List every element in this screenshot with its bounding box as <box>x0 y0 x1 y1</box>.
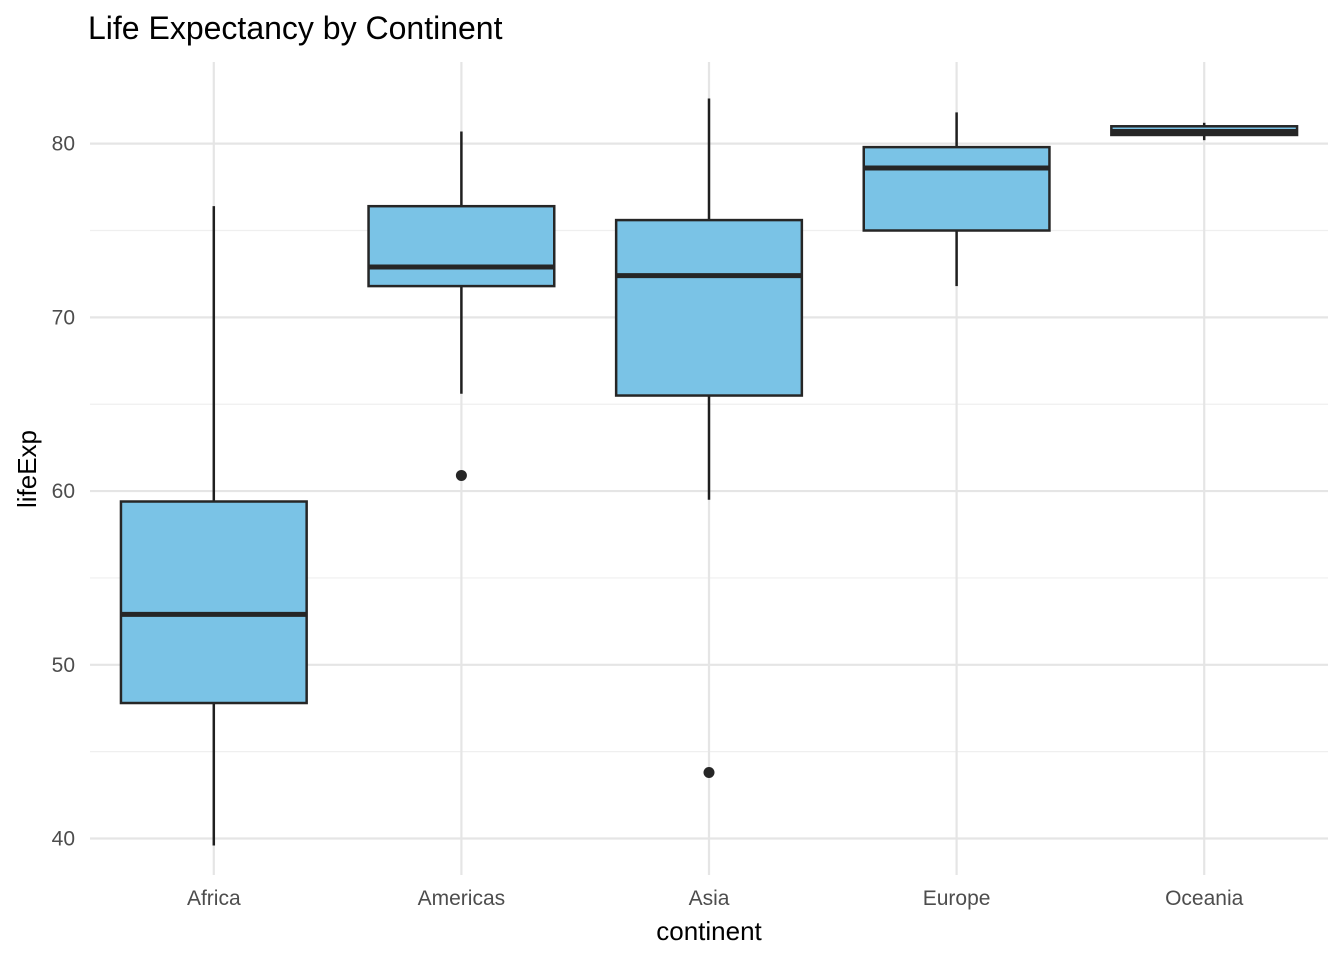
y-axis-title: lifeExp <box>12 430 42 508</box>
x-tick-label: Africa <box>187 887 241 910</box>
box-group-oceania <box>1110 122 1299 141</box>
iqr-box <box>119 500 308 705</box>
x-tick-label: Asia <box>689 887 730 910</box>
box-group-asia <box>614 98 804 779</box>
box-group-europe <box>862 112 1051 287</box>
iqr-box <box>367 204 556 288</box>
y-tick-label: 80 <box>52 133 75 156</box>
y-tick-label: 40 <box>52 828 75 851</box>
y-tick-label: 70 <box>52 306 75 329</box>
chart-title: Life Expectancy by Continent <box>88 10 503 46</box>
y-tick-labels: 40 50 60 70 80 <box>52 133 75 851</box>
outlier-point <box>703 767 715 779</box>
iqr-box <box>614 218 804 397</box>
box-group-africa <box>119 206 308 846</box>
x-axis-title: continent <box>656 916 762 946</box>
y-tick-label: 50 <box>52 654 75 677</box>
box-layer <box>119 98 1299 846</box>
y-tick-label: 60 <box>52 480 75 503</box>
x-tick-labels: Africa Americas Asia Europe Oceania <box>187 887 1244 910</box>
box-group-americas <box>367 131 556 481</box>
x-tick-label: Europe <box>923 887 991 910</box>
x-tick-label: Oceania <box>1165 887 1244 910</box>
iqr-box <box>862 145 1051 232</box>
outlier-point <box>455 469 467 481</box>
x-tick-label: Americas <box>418 887 506 910</box>
